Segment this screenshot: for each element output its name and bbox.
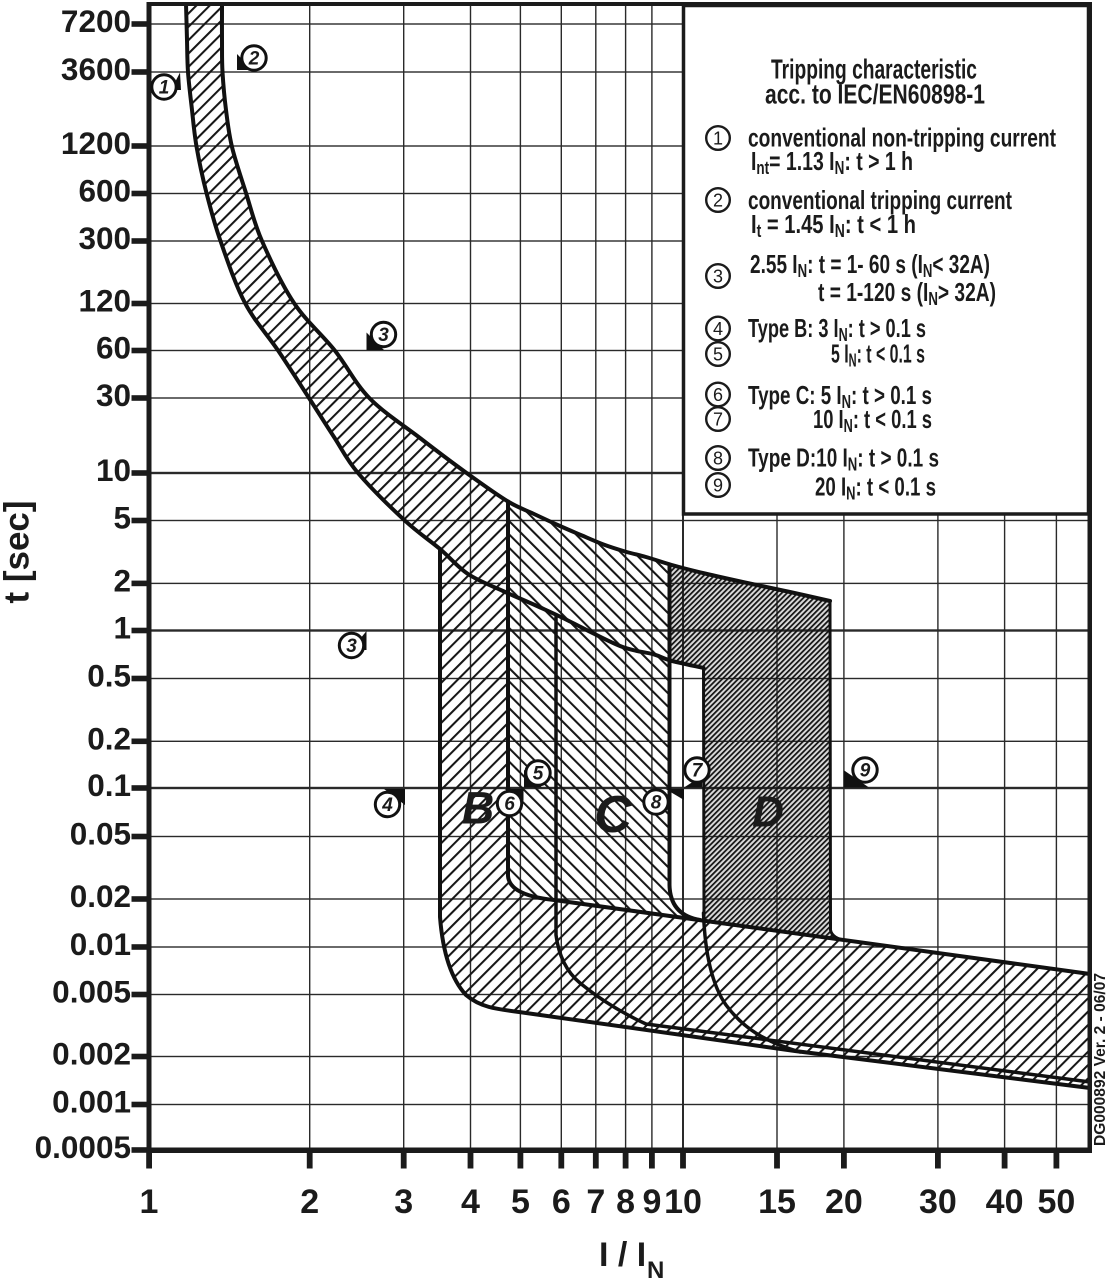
svg-text:0.0005: 0.0005 [35, 1129, 131, 1165]
svg-text:Type B: 3 IN: t > 0.1 s: Type B: 3 IN: t > 0.1 s [748, 313, 926, 345]
svg-text:0.001: 0.001 [52, 1084, 131, 1120]
svg-text:300: 300 [78, 220, 131, 256]
svg-text:conventional non-tripping curr: conventional non-tripping current [748, 123, 1056, 153]
svg-text:5 IN: t < 0.1 s: 5 IN: t < 0.1 s [831, 339, 925, 371]
svg-text:1: 1 [713, 129, 723, 149]
svg-text:15: 15 [758, 1183, 796, 1221]
svg-text:120: 120 [78, 283, 131, 319]
svg-text:1: 1 [159, 78, 170, 99]
svg-text:0.5: 0.5 [87, 658, 131, 694]
svg-text:conventional tripping current: conventional tripping current [748, 185, 1012, 215]
svg-text:10: 10 [96, 452, 131, 488]
svg-text:Type D:10 IN: t > 0.1 s: Type D:10 IN: t > 0.1 s [748, 443, 939, 475]
svg-text:9: 9 [713, 476, 723, 496]
svg-text:2: 2 [300, 1183, 319, 1221]
svg-text:6: 6 [552, 1183, 571, 1221]
svg-text:8: 8 [616, 1183, 635, 1221]
svg-text:60: 60 [96, 330, 131, 366]
svg-text:1: 1 [113, 610, 131, 646]
svg-text:30: 30 [919, 1183, 957, 1221]
svg-text:I / I: I / I [599, 1236, 646, 1274]
svg-text:C: C [594, 786, 633, 844]
svg-text:0.2: 0.2 [87, 720, 131, 756]
svg-text:6: 6 [713, 385, 723, 405]
svg-text:0.1: 0.1 [87, 767, 131, 803]
svg-text:6: 6 [504, 794, 515, 815]
svg-text:4: 4 [461, 1183, 480, 1221]
svg-text:4: 4 [381, 795, 393, 816]
svg-text:7: 7 [692, 761, 704, 782]
svg-text:It = 1.45 IN: t < 1 h: It = 1.45 IN: t < 1 h [751, 209, 916, 241]
svg-text:10 IN: t < 0.1 s: 10 IN: t < 0.1 s [813, 404, 932, 436]
svg-text:8: 8 [713, 449, 723, 469]
svg-text:D: D [752, 788, 784, 837]
svg-text:t [sec]: t [sec] [0, 500, 37, 603]
svg-text:1200: 1200 [61, 125, 131, 161]
svg-text:10: 10 [664, 1183, 702, 1221]
svg-text:20 IN: t < 0.1 s: 20 IN: t < 0.1 s [815, 472, 936, 504]
svg-text:20: 20 [825, 1183, 863, 1221]
svg-text:5: 5 [713, 345, 723, 365]
svg-text:7200: 7200 [61, 3, 131, 39]
svg-text:7: 7 [713, 410, 723, 430]
svg-text:30: 30 [96, 377, 131, 413]
svg-text:3: 3 [394, 1183, 413, 1221]
svg-text:2.55 IN: t = 1- 60 s (IN< 32A): 2.55 IN: t = 1- 60 s (IN< 32A) [750, 249, 990, 281]
svg-text:3: 3 [346, 636, 357, 657]
svg-text:3: 3 [378, 325, 389, 346]
svg-text:9: 9 [642, 1183, 661, 1221]
svg-text:3600: 3600 [61, 51, 131, 87]
svg-text:1: 1 [140, 1183, 159, 1221]
svg-text:Int= 1.13 IN: t > 1 h: Int= 1.13 IN: t > 1 h [751, 146, 913, 178]
svg-text:7: 7 [586, 1183, 605, 1221]
svg-text:2: 2 [713, 191, 723, 211]
svg-text:4: 4 [713, 319, 723, 339]
svg-text:0.05: 0.05 [70, 816, 131, 852]
svg-text:5: 5 [533, 764, 544, 785]
svg-text:3: 3 [713, 267, 723, 287]
svg-text:0.01: 0.01 [70, 926, 131, 962]
svg-text:2: 2 [113, 562, 131, 598]
svg-text:0.02: 0.02 [70, 878, 131, 914]
svg-text:8: 8 [651, 793, 662, 814]
svg-text:t = 1-120 s (IN> 32A): t = 1-120 s (IN> 32A) [818, 277, 996, 309]
svg-text:5: 5 [511, 1183, 530, 1221]
svg-text:Tripping characteristic: Tripping characteristic [771, 54, 977, 85]
svg-text:0.005: 0.005 [52, 974, 131, 1010]
svg-text:Type C: 5 IN: t > 0.1 s: Type C: 5 IN: t > 0.1 s [748, 380, 932, 412]
svg-text:50: 50 [1037, 1183, 1075, 1221]
svg-text:DG000892 Ver. 2 - 06/07: DG000892 Ver. 2 - 06/07 [1092, 973, 1109, 1146]
svg-text:B: B [462, 783, 495, 834]
svg-text:acc. to IEC/EN60898-1: acc. to IEC/EN60898-1 [765, 79, 985, 110]
svg-text:5: 5 [113, 500, 131, 536]
svg-text:9: 9 [860, 761, 871, 782]
svg-text:N: N [647, 1257, 664, 1280]
svg-text:600: 600 [78, 173, 131, 209]
svg-text:40: 40 [986, 1183, 1024, 1221]
svg-text:2: 2 [248, 49, 260, 70]
svg-text:0.002: 0.002 [52, 1036, 131, 1072]
